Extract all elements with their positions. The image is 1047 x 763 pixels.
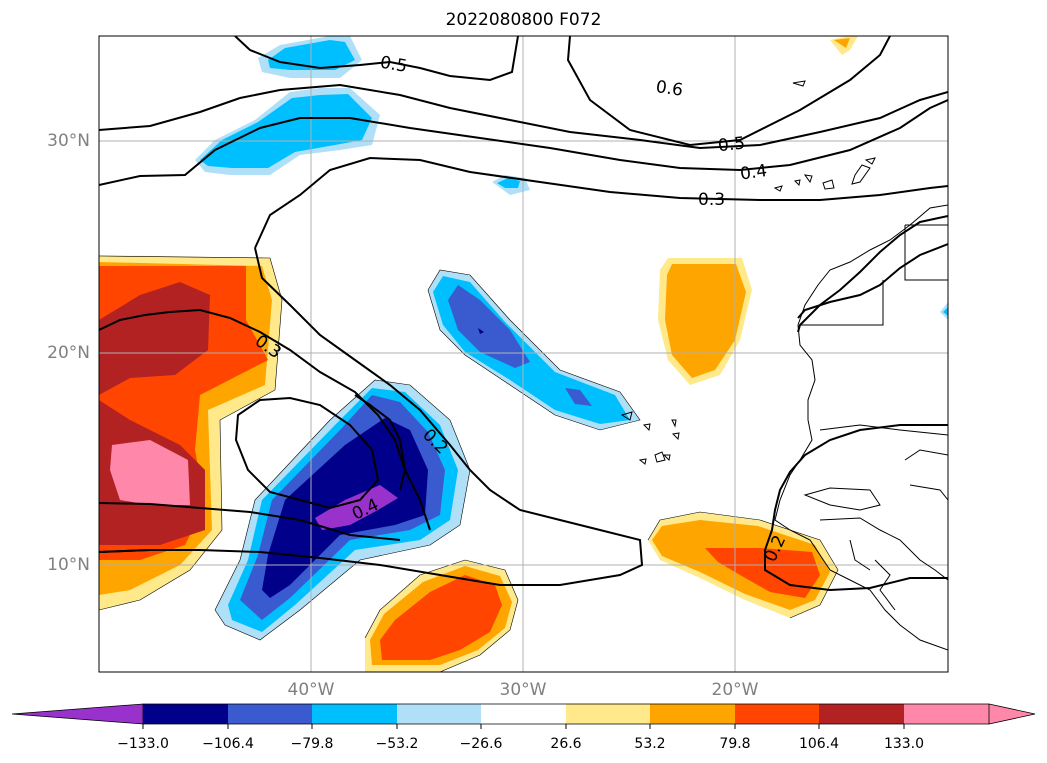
contour-label: 0.3 <box>698 190 725 210</box>
contour-label: 0.5 <box>717 133 746 156</box>
map-plot-area: 0.5 0.6 0.5 0.4 0.3 0.3 0.2 0.4 0.2 <box>99 36 948 672</box>
colorbar-tick-label: −79.8 <box>290 736 334 752</box>
colorbar-tick-label: 106.4 <box>798 736 840 752</box>
colorbar-tick-label: −53.2 <box>375 736 419 752</box>
colorbar-tick-label: 53.2 <box>634 736 666 752</box>
lat-label-20n: 20°N <box>47 343 90 363</box>
lat-label-10n: 10°N <box>47 555 90 575</box>
contour-label: 0.6 <box>655 77 685 101</box>
colorbar <box>11 703 1036 729</box>
map-title: 2022080800 F072 <box>445 10 602 30</box>
positive-anomaly-west <box>99 255 283 611</box>
contour-label: 0.4 <box>739 161 769 185</box>
contour-lines <box>99 36 948 592</box>
negative-anomaly-central <box>214 379 471 641</box>
colorbar-tick-label: 133.0 <box>883 736 925 752</box>
lon-label-40w: 40°W <box>287 680 335 700</box>
negative-anomaly-streak <box>427 269 641 431</box>
negative-anomaly-north <box>195 36 948 320</box>
lon-label-30w: 30°W <box>499 680 547 700</box>
colorbar-tick-label: −26.6 <box>459 736 503 752</box>
map-frame <box>98 35 949 673</box>
colorbar-tick-label: 79.8 <box>719 736 751 752</box>
contour-label: 0.5 <box>378 53 408 77</box>
lon-label-20w: 20°W <box>711 680 759 700</box>
lat-label-30n: 30°N <box>47 131 90 151</box>
colorbar-tick-label: −133.0 <box>117 736 169 752</box>
coastlines <box>620 80 948 651</box>
colorbar-tick-label: 26.6 <box>550 736 582 752</box>
colorbar-tick-label: −106.4 <box>202 736 254 752</box>
